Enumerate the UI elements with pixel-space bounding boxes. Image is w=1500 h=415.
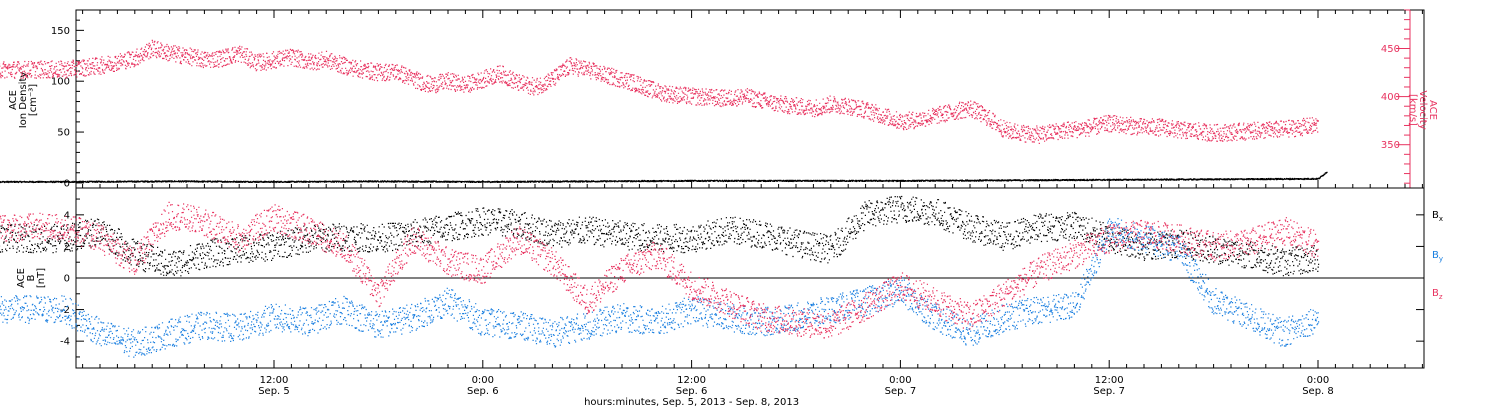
legend-by-base: B (1432, 250, 1439, 261)
x-tick-label-day: Sep. 6 (676, 386, 708, 397)
bfield-series-bz (0, 201, 1320, 339)
density-ylabel: [cm⁻³] (28, 84, 39, 116)
legend-by: By (1432, 250, 1443, 263)
velocity-ylabel: [km/s] (1407, 94, 1418, 126)
x-tick-label-day: Sep. 8 (1302, 386, 1334, 397)
bfield-ytick-label: 2 (64, 242, 70, 253)
bfield-ylabel: B (26, 274, 37, 281)
velocity-ytick-label: 400 (1381, 92, 1400, 103)
density-ytick-label: 0 (64, 178, 70, 189)
legend-bx: Bx (1432, 210, 1443, 223)
velocity-ylabel: ACE (1427, 100, 1438, 120)
x-tick-label-time: 0:00 (472, 375, 494, 386)
legend-bx-sub: x (1439, 215, 1443, 223)
density-ylabel: Ion Density (18, 72, 29, 129)
x-tick-label-day: Sep. 5 (258, 386, 290, 397)
velocity-ytick-label: 450 (1381, 44, 1400, 55)
velocity-ylabel: Velocity (1417, 90, 1428, 129)
bfield-ytick-label: 4 (64, 210, 70, 221)
density-ytick-label: 50 (57, 128, 70, 139)
bfield-ylabel: ACE (16, 268, 27, 288)
x-tick-label-day: Sep. 7 (885, 386, 917, 397)
bfield-ytick-label: -4 (60, 337, 70, 348)
bfield-ylabel: [nT] (36, 268, 47, 288)
legend-by-sub: y (1439, 255, 1443, 263)
density-series (0, 171, 1328, 184)
density-ytick-label: 100 (51, 77, 70, 88)
x-tick-label-day: Sep. 7 (1093, 386, 1125, 397)
density-ytick-label: 150 (51, 26, 70, 37)
x-tick-label-time: 0:00 (1307, 375, 1329, 386)
legend-bx-base: B (1432, 210, 1439, 221)
x-axis-title: hours:minutes, Sep. 5, 2013 - Sep. 8, 20… (584, 397, 799, 408)
legend-bz-sub: z (1439, 293, 1443, 301)
velocity-ytick-label: 350 (1381, 140, 1400, 151)
legend-bz: Bz (1432, 288, 1443, 301)
x-tick-label-time: 12:00 (1095, 375, 1124, 386)
density-ylabel: ACE (8, 90, 19, 110)
legend-bz-base: B (1432, 288, 1439, 299)
x-tick-label-time: 12:00 (677, 375, 706, 386)
x-tick-label-time: 12:00 (260, 375, 289, 386)
x-tick-label-day: Sep. 6 (467, 386, 499, 397)
bfield-series-by (0, 218, 1320, 358)
velocity-series (0, 39, 1319, 144)
bfield-series-bx (0, 195, 1320, 277)
x-tick-label-time: 0:00 (889, 375, 911, 386)
bfield-ytick-label: 0 (64, 274, 70, 285)
